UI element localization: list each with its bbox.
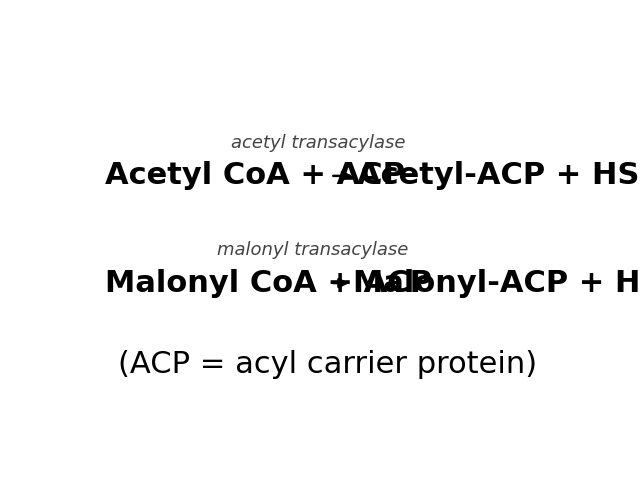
Text: acetyl transacylase: acetyl transacylase	[231, 133, 405, 152]
Text: Malonyl-ACP + HSCoA: Malonyl-ACP + HSCoA	[353, 268, 640, 298]
Text: Malonyl CoA + ACP: Malonyl CoA + ACP	[105, 268, 431, 298]
Text: malonyl transacylase: malonyl transacylase	[218, 241, 409, 259]
Text: (ACP = acyl carrier protein): (ACP = acyl carrier protein)	[118, 350, 538, 379]
Text: Acetyl CoA + ACP: Acetyl CoA + ACP	[105, 161, 404, 191]
Text: Acetyl-ACP + HSCoA: Acetyl-ACP + HSCoA	[356, 161, 640, 191]
